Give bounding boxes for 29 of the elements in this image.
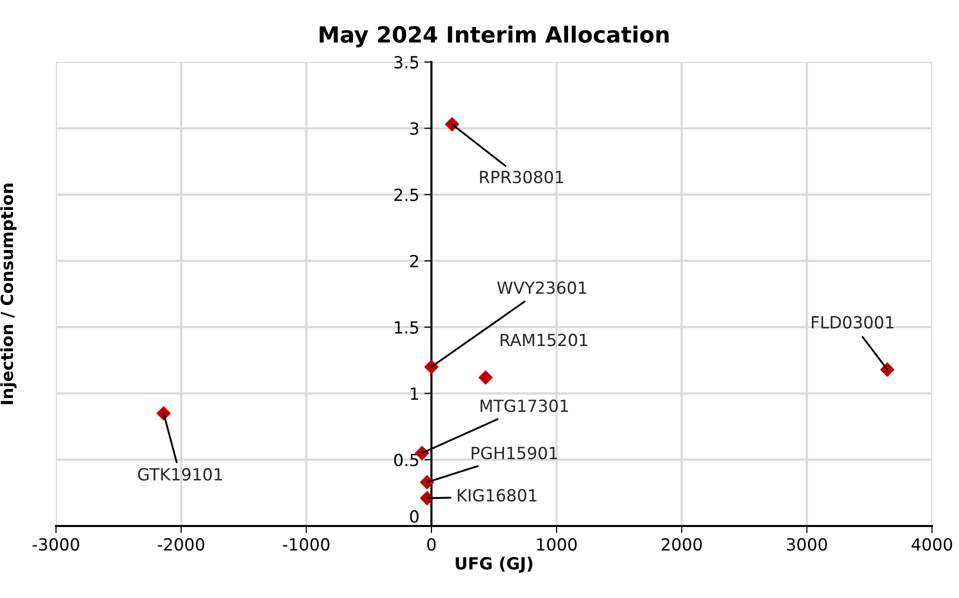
x-tick-label: 1000 xyxy=(537,538,577,551)
y-axis-title: Injection / Consumption xyxy=(0,184,17,404)
x-tick-label: -2000 xyxy=(158,538,204,551)
annotation: KIG16801 xyxy=(458,489,536,502)
annotation: RAM15201 xyxy=(500,334,588,346)
x-tick-label: 2000 xyxy=(662,538,702,551)
y-tick-label: 3 xyxy=(410,122,418,135)
x-tick-label: 4000 xyxy=(912,538,952,551)
annotation: FLD03001 xyxy=(812,316,894,329)
annotation: MTG17301 xyxy=(480,399,568,412)
annotation: GTK19101 xyxy=(138,468,222,481)
annotation: WVY23601 xyxy=(497,281,586,294)
x-tick-label: -1000 xyxy=(282,538,330,551)
y-tick-label: 3.5 xyxy=(394,56,418,69)
point xyxy=(478,370,493,385)
x-tick-label: 0 xyxy=(427,538,436,551)
chart-title: May 2024 Interim Allocation xyxy=(320,26,669,48)
x-tick-label: 3000 xyxy=(786,538,827,551)
y-tick-label: 2.5 xyxy=(394,188,418,202)
y-tick-label: 1 xyxy=(410,388,418,400)
annotation: PGH15901 xyxy=(472,446,558,460)
x-tick-label: -3000 xyxy=(32,538,80,551)
y-tick-label: 1.5 xyxy=(394,321,418,334)
x-axis-title: UFG (GJ) xyxy=(456,556,532,573)
y-tick-label: 2 xyxy=(410,254,418,268)
y-tick-label: 0 xyxy=(410,510,419,523)
annotation: RPR30801 xyxy=(480,170,564,184)
y-tick-label: 0.5 xyxy=(394,454,418,466)
point xyxy=(880,362,895,377)
